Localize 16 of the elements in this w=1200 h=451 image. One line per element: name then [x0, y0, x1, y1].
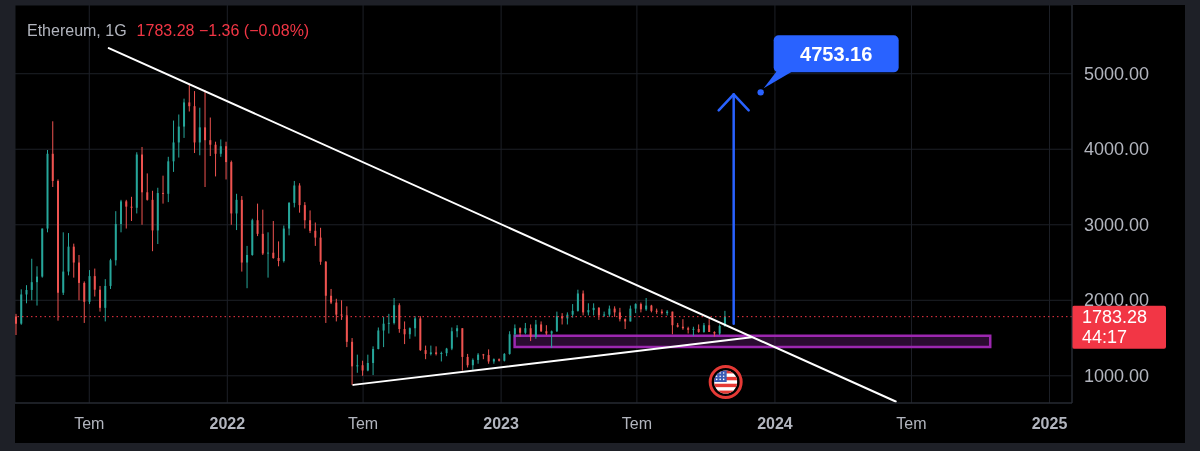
text: Ethereum, 1G	[27, 22, 127, 39]
y-tick-label: 3000.00	[1084, 214, 1150, 235]
x-tick-label: Tem	[74, 415, 105, 432]
text: 1783.28 −1.36 (−0.08%)	[136, 22, 310, 39]
y-tick-label: 1000.00	[1084, 365, 1150, 386]
text: 44:17	[1082, 327, 1128, 348]
x-tick-label: 2024	[757, 415, 793, 432]
x-tick-label: Tem	[347, 415, 379, 432]
y-tick-label: 4000.00	[1084, 139, 1150, 160]
x-tick-label: 2023	[483, 415, 520, 432]
annotation: 4753.16	[800, 42, 873, 65]
y-tick-label: 5000.00	[1084, 63, 1150, 84]
x-tick-label: Tem	[621, 415, 653, 432]
x-tick-label: 2025	[1031, 415, 1068, 432]
x-tick-label: Tem	[896, 415, 927, 432]
x-tick-label: 2022	[209, 415, 246, 432]
